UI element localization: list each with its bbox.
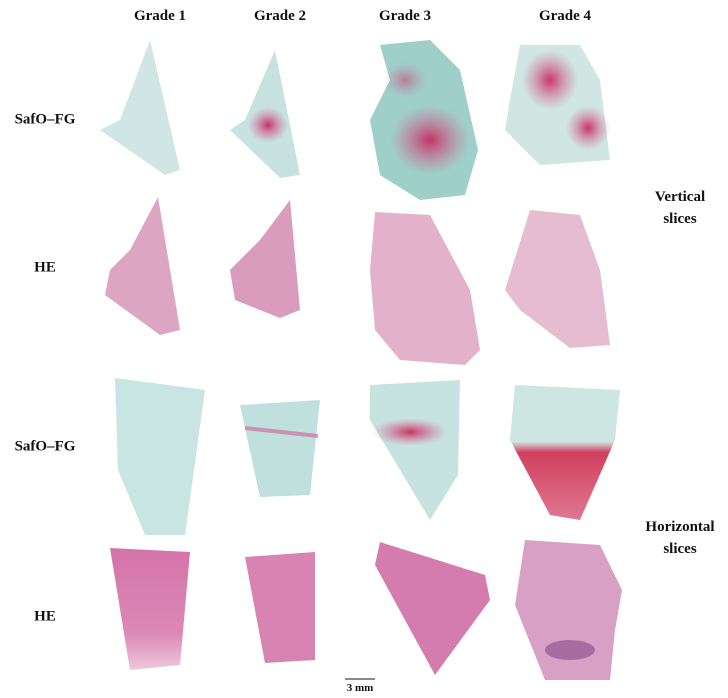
group-label: Horizontal slices <box>640 516 720 560</box>
stain <box>545 640 595 660</box>
stain <box>390 105 470 175</box>
tissue <box>240 400 320 497</box>
stain <box>383 62 427 98</box>
tissue <box>505 210 610 348</box>
stain <box>522 50 578 110</box>
column-label: Grade 1 <box>134 8 186 25</box>
stain <box>372 418 448 446</box>
tissue-panels <box>0 0 728 698</box>
scale-label: 3 mm <box>347 682 374 694</box>
row-label: HE <box>8 260 82 277</box>
row-label: SafO–FG <box>8 112 82 129</box>
stain <box>248 107 288 143</box>
tissue <box>115 378 205 535</box>
tissue <box>230 200 300 318</box>
tissue <box>510 385 620 520</box>
tissue <box>370 380 460 520</box>
tissue <box>105 197 180 335</box>
row-label: HE <box>8 609 82 626</box>
stain <box>566 106 610 150</box>
tissue <box>375 542 490 675</box>
figure: Grade 1 Grade 2 Grade 3 Grade 4 SafO–FG … <box>0 0 728 698</box>
column-label: Grade 3 <box>379 8 431 25</box>
column-label: Grade 4 <box>539 8 591 25</box>
row-label: SafO–FG <box>8 439 82 456</box>
tissue <box>370 212 480 365</box>
column-label: Grade 2 <box>254 8 306 25</box>
tissue <box>100 40 180 175</box>
group-label: Vertical slices <box>640 186 720 230</box>
tissue <box>110 548 190 670</box>
tissue <box>245 552 315 663</box>
